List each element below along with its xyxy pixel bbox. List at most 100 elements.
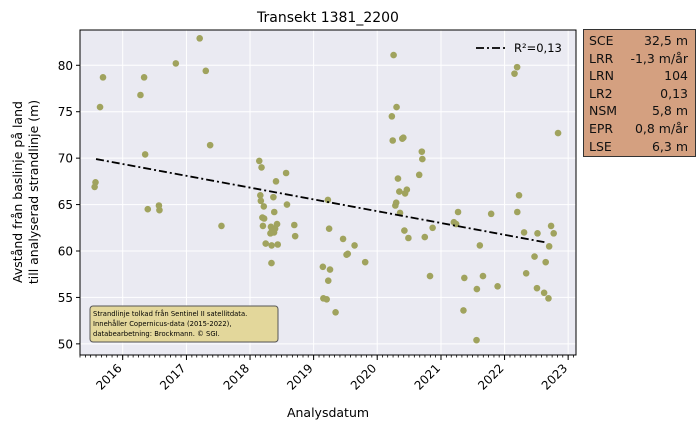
stat-value: 0,13	[660, 85, 688, 101]
x-tick-label: 2022	[475, 361, 506, 392]
data-points	[91, 35, 562, 344]
data-point	[390, 51, 397, 59]
stat-row-lse: LSE 6,3 m	[589, 138, 690, 156]
y-tick-label: 50	[58, 337, 73, 351]
stat-key: NSM	[589, 103, 618, 119]
data-point	[92, 178, 99, 186]
data-point	[218, 222, 225, 230]
y-tick-label: 60	[58, 245, 73, 259]
data-point	[272, 178, 280, 185]
data-point	[255, 157, 263, 165]
x-tick-label: 2017	[157, 361, 188, 392]
stat-key: LR2	[589, 85, 613, 101]
trend-line	[95, 158, 548, 244]
data-point	[257, 197, 265, 205]
data-point	[400, 134, 407, 142]
data-point	[389, 137, 397, 144]
data-point	[513, 63, 521, 71]
y-tick-label: 70	[58, 152, 73, 166]
data-point	[274, 241, 282, 248]
annotation-box	[89, 305, 279, 343]
data-point	[332, 308, 339, 316]
data-point	[196, 35, 203, 42]
data-point	[421, 233, 429, 241]
data-point	[140, 74, 148, 81]
data-point	[533, 284, 541, 292]
stat-key: LRR	[589, 50, 614, 66]
y-tick-label: 80	[58, 59, 73, 73]
stat-row-lrr: LRR -1,3 m/år	[589, 50, 690, 68]
data-point	[325, 225, 333, 233]
stat-row-nsm: NSM 5,8 m	[589, 102, 690, 120]
y-tick-label: 55	[58, 291, 73, 305]
stat-row-epr: EPR 0,8 m/år	[589, 120, 690, 138]
data-point	[454, 208, 462, 216]
y-tick-label: 65	[58, 198, 73, 212]
data-point	[137, 91, 144, 99]
data-point	[270, 208, 278, 216]
data-point	[141, 151, 149, 158]
data-point	[259, 222, 267, 230]
data-point	[270, 193, 277, 201]
data-point	[405, 234, 412, 242]
stat-key: LRN	[589, 68, 614, 84]
x-tick-label: 2023	[539, 361, 570, 392]
data-point	[392, 199, 400, 207]
data-point	[545, 243, 553, 250]
data-point	[202, 67, 210, 75]
plot-frame	[79, 29, 577, 356]
data-point	[96, 103, 104, 111]
data-point	[260, 203, 268, 210]
data-point	[388, 113, 396, 120]
data-point	[326, 266, 334, 273]
stat-row-lrn: LRN 104	[589, 67, 690, 85]
data-point	[262, 240, 270, 247]
data-point	[415, 171, 423, 179]
data-point	[283, 201, 291, 208]
data-point	[351, 242, 358, 249]
data-point	[394, 175, 402, 182]
data-point	[401, 227, 408, 234]
x-tick-label: 2019	[284, 361, 315, 392]
data-point	[513, 208, 521, 216]
stat-key: LSE	[589, 138, 612, 154]
x-axis-ticks: 2016 2017 2018 2019 2020 2021 2022 2023	[93, 355, 570, 393]
data-point	[361, 258, 369, 266]
x-axis-label: Analysdatum	[287, 405, 369, 420]
data-point	[260, 215, 268, 222]
data-point	[520, 229, 528, 236]
data-point	[460, 307, 467, 314]
data-point	[461, 274, 468, 282]
annotation-line-1: Strandlinje tolkad från Sentinel II sate…	[93, 309, 247, 318]
data-point	[534, 230, 541, 237]
data-point	[403, 186, 411, 194]
y-tick-label: 75	[58, 105, 73, 119]
data-point	[476, 242, 484, 249]
data-point	[144, 205, 152, 213]
data-point	[273, 220, 281, 228]
data-point	[324, 277, 332, 285]
data-point	[258, 164, 265, 171]
data-point	[172, 60, 180, 67]
data-point	[522, 269, 530, 277]
data-point	[429, 224, 436, 232]
stat-row-lr2: LR2 0,13	[589, 85, 690, 103]
data-point	[418, 148, 426, 155]
data-point	[419, 155, 426, 163]
annotation-line-2: Innehåller Copernicus-data (2015-2022),	[93, 319, 231, 328]
stat-value: 32,5 m	[644, 33, 688, 48]
data-point	[323, 295, 330, 303]
data-point	[515, 191, 523, 199]
x-tick-label: 2016	[93, 361, 124, 392]
data-point	[396, 188, 403, 195]
data-point	[206, 141, 214, 149]
data-point	[473, 285, 481, 293]
data-point	[479, 272, 487, 280]
stat-key: SCE	[589, 33, 614, 48]
data-point	[156, 206, 163, 214]
y-axis-ticks: 50 55 60 65 70 75 80	[58, 59, 80, 351]
data-point	[494, 282, 501, 290]
data-point	[268, 259, 275, 267]
data-point	[324, 196, 332, 204]
x-tick-label: 2021	[412, 361, 443, 392]
